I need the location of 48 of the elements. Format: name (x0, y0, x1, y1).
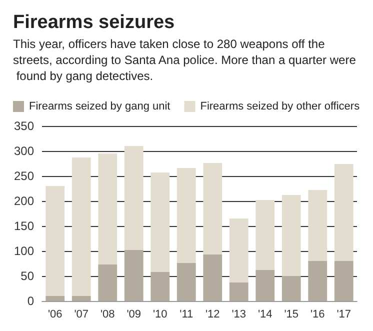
bar (150, 172, 170, 272)
bar (124, 250, 144, 301)
x-tick-label: '11 (180, 308, 194, 320)
y-tick-label: 0 (27, 294, 34, 308)
chart-title: Firearms seizures (13, 12, 175, 33)
x-tick-label: '12 (205, 308, 220, 320)
bar (98, 264, 118, 301)
bar (124, 146, 144, 250)
bar (46, 296, 65, 301)
x-tick-label: '15 (284, 308, 299, 320)
bar (229, 282, 248, 301)
x-tick-label: '07 (74, 308, 89, 320)
bar (176, 263, 196, 301)
bar (334, 164, 354, 261)
bar (308, 190, 328, 261)
x-tick-label: '06 (48, 308, 62, 320)
y-tick-label: 300 (14, 144, 34, 158)
y-tick-label: 100 (14, 244, 34, 258)
x-tick-label: '17 (336, 308, 352, 320)
legend-label: Firearms seized by gang unit (29, 100, 170, 112)
bar (282, 195, 301, 276)
bar (72, 158, 91, 296)
y-tick-label: 350 (14, 119, 34, 133)
bar (150, 272, 170, 301)
x-tick-label: '08 (100, 308, 115, 320)
bar (176, 168, 196, 263)
y-tick-label: 150 (14, 219, 34, 233)
x-tick-label: '16 (310, 308, 325, 320)
x-tick-label: '14 (258, 308, 272, 320)
bar (98, 154, 118, 264)
bar (46, 186, 65, 296)
x-tick-label: '10 (152, 308, 168, 320)
bar (256, 200, 275, 270)
x-tick-label: '13 (232, 308, 246, 320)
bar (203, 163, 222, 254)
legend-label: Firearms seized by other officers (200, 100, 360, 112)
bar (256, 270, 275, 301)
y-tick-label: 50 (20, 269, 34, 283)
bar (308, 261, 328, 301)
y-tick-label: 200 (14, 194, 34, 208)
bar (203, 254, 222, 301)
y-tick-label: 250 (14, 169, 34, 183)
x-tick-label: '09 (126, 308, 142, 320)
chart-subtitle: This year, officers have taken close to 280 weapons off the streets, according to Santa Ana police. More than a quarter were found by gang detectives. (13, 37, 356, 83)
bar (282, 276, 301, 301)
bar (334, 261, 354, 301)
bar (229, 218, 248, 282)
bar (72, 296, 91, 301)
